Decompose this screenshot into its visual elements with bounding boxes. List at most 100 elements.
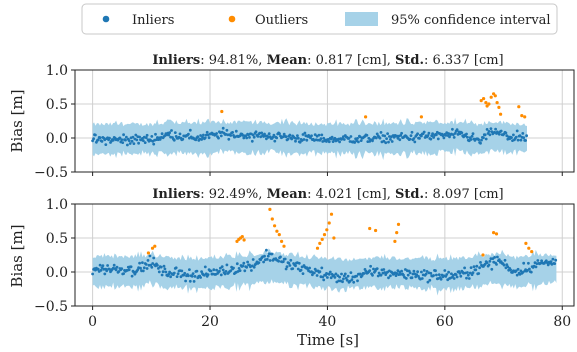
inlier-point [442,136,446,140]
inlier-point [494,127,497,131]
outlier-point [277,233,281,237]
inlier-point [245,136,249,140]
inlier-point [105,269,109,273]
inlier-point [141,269,145,273]
inlier-point [251,258,255,261]
inlier-point [516,138,520,142]
inlier-point [372,267,375,271]
inlier-point [160,132,164,136]
inlier-point [287,261,291,265]
inlier-point [270,252,274,256]
outlier-point [517,105,521,109]
inlier-point [219,273,223,277]
inlier-point [454,273,458,276]
inlier-point [241,264,245,268]
inlier-point [225,128,229,132]
inlier-point [150,135,154,138]
inlier-point [479,261,482,264]
inlier-point [465,276,468,280]
outlier-point [220,109,224,114]
inlier-point [408,271,412,275]
inlier-point [499,129,503,133]
inlier-point [267,132,271,136]
inlier-point [420,134,423,138]
inlier-point [504,131,508,135]
inlier-point [100,140,104,143]
inlier-point [248,136,251,139]
inlier-point [327,272,331,276]
inlier-point [175,275,179,278]
inlier-point [459,274,463,278]
inlier-point [515,129,519,133]
inlier-point [167,272,171,276]
inlier-point [257,261,261,264]
inlier-point [362,272,366,275]
inlier-point [505,263,509,267]
inlier-point [342,277,345,281]
inlier-point [96,138,100,142]
outlier-point [489,95,493,99]
inlier-point [378,136,382,140]
inlier-point [131,135,135,139]
inlier-point [301,133,305,136]
inlier-point [379,131,383,134]
y-tick-label: 1.0 [46,63,68,79]
inlier-point [311,273,314,277]
inlier-point [509,268,512,272]
inlier-point [290,137,294,141]
inlier-point [521,132,525,135]
inlier-point [126,143,129,147]
outlier-point [479,99,483,103]
inlier-point [460,131,464,135]
inlier-point [223,272,227,276]
inlier-point [396,269,400,272]
outlier-points [220,92,527,119]
inlier-point [420,270,423,274]
inlier-point [142,266,146,270]
inlier-point [356,137,359,140]
inlier-point [120,267,124,270]
inlier-point [163,267,167,271]
inlier-point [209,269,213,273]
inlier-point [254,130,258,134]
inlier-point [375,267,379,270]
inlier-point [477,138,481,142]
inlier-point [327,140,331,144]
outlier-points [146,207,534,257]
inlier-point [479,141,482,145]
inlier-point [482,136,485,140]
inlier-point [471,271,475,275]
inlier-point [418,137,421,140]
inlier-point [164,270,168,274]
inlier-point [528,267,531,271]
inlier-point [299,268,303,272]
inlier-point [383,134,387,138]
inlier-point [122,133,125,137]
inlier-point [181,137,185,141]
inlier-point [245,265,249,269]
inlier-point [349,271,353,274]
outlier-point [396,222,401,226]
inlier-point [234,129,238,133]
inlier-point [152,142,156,146]
inlier-point [148,254,152,258]
inlier-point [242,261,246,265]
top-panel: Inliers: 94.81%, Mean: 0.817 [cm], Std.:… [8,53,575,181]
inlier-point [345,278,349,282]
inlier-point [432,274,435,277]
inlier-point [288,133,292,137]
inlier-point [503,258,507,262]
inlier-point [144,136,148,140]
inlier-point [506,265,510,269]
outlier-point [315,246,320,250]
inlier-point [338,275,341,279]
inlier-point [202,133,205,137]
inlier-point [334,272,338,276]
inlier-point [256,135,260,138]
inlier-point [369,264,372,268]
outlier-point [524,241,528,245]
outlier-point [523,115,527,119]
inlier-point [229,269,233,273]
inlier-point [422,130,426,134]
